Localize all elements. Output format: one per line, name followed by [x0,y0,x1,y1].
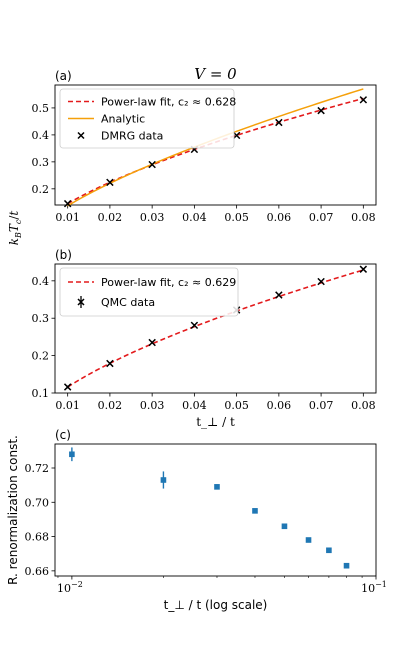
x-tick-label: 0.03 [140,211,165,224]
data-point [148,160,156,169]
x-tick-label: 0.02 [98,211,123,224]
data-point [252,508,258,514]
x-tick-label: 0.08 [351,211,376,224]
x-tick-label: 0.05 [224,399,249,412]
y-tick-label: 0.2 [32,183,50,196]
y-tick-label: 0.1 [32,387,50,400]
data-point [317,106,325,115]
data-point [275,291,283,299]
y-axis-label: R. renormalization const. [6,435,20,585]
panel-a: (a) V = 0 0.01 0.02 0.03 0.04 0.05 0.06 0.07 0.08… [32,65,377,224]
legend-entry: Power-law fit, c₂ ≈ 0.629 [101,276,236,289]
plot-frame [54,443,377,577]
x-tick-label: 0.02 [98,399,123,412]
data-point [317,277,325,286]
data-point [69,451,75,458]
data-point [106,178,114,187]
data-point [160,477,167,483]
legend-entry: Power-law fit, c₂ ≈ 0.628 [101,96,236,109]
x-tick-exponent: −2 [71,580,83,589]
panel-label: (b) [55,248,72,262]
x-tick-label: 0.07 [309,399,334,412]
data-point [214,484,220,490]
x-tick-label: 0.07 [309,211,334,224]
x-axis-label: t_⊥ / t [196,415,235,429]
y-tick-label: 0.5 [32,102,50,115]
x-tick-label: 10−1 [361,580,387,595]
y-tick-label: 0.66 [25,565,50,578]
x-axis-label: t_⊥ / t (log scale) [164,598,268,612]
plot-frame [54,84,377,206]
power-law-fit-line [67,269,364,388]
legend-entry: Analytic [101,113,145,126]
data-point [106,359,114,368]
x-tick-label: 0.04 [182,399,207,412]
x-tick-base: 10 [57,582,71,595]
x-tick-label: 0.03 [140,399,165,412]
y-tick-label: 0.70 [25,496,50,509]
y-tick-label: 0.4 [32,129,50,142]
x-tick-label: 10−2 [57,580,83,595]
legend-box [59,267,239,317]
panel-c: (c)10−2 10−10.660.680.700.72t_⊥ / t (log … [6,428,387,612]
x-tick-label: 0.05 [224,211,249,224]
x-tick-label: 0.08 [351,399,376,412]
panel-label: (c) [55,428,71,442]
data-point [305,537,312,543]
y-tick-label: 0.3 [32,312,50,325]
data-point [190,321,199,330]
plot-frame [54,263,377,394]
data-point [343,562,350,569]
panel-b: (b) 0.01 0.02 0.03 0.04 0.05 0.06 0.07 0.08 0.1 0.… [32,248,377,429]
data-point [359,96,368,104]
legend-swatch [77,131,85,140]
data-point [63,199,72,208]
data-point [281,523,288,530]
shared-y-axis-label: kBTc/t [7,211,23,246]
x-tick-label: 0.01 [55,399,80,412]
x-tick-label: 0.01 [55,211,80,224]
x-tick-label: 0.04 [182,211,207,224]
data-point [148,338,156,347]
x-tick-base: 10 [361,582,375,595]
legend-entry: QMC data [101,296,155,309]
x-tick-exponent: −1 [375,580,387,589]
chart-title: V = 0 [194,65,237,83]
y-tick-label: 0.72 [25,462,50,475]
x-tick-label: 0.06 [267,211,292,224]
data-point [359,265,368,273]
y-tick-label: 0.3 [32,156,50,169]
data-point [232,131,241,140]
legend-box [59,88,235,149]
y-tick-label: 0.2 [32,350,50,363]
y-tick-label: 0.68 [25,531,50,544]
x-tick-label: 0.06 [267,399,292,412]
data-point [275,118,283,127]
data-point [326,547,332,554]
legend-entry: DMRG data [101,130,163,143]
y-tick-label: 0.4 [32,275,50,288]
data-point [63,383,72,391]
panel-label: (a) [55,69,72,83]
